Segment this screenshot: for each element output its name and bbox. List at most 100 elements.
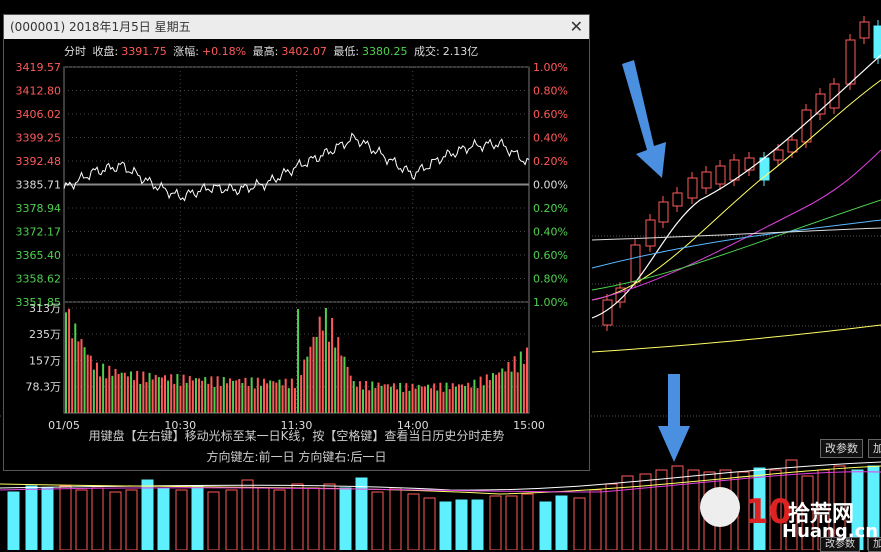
kline-candle xyxy=(773,149,784,161)
volume-bar xyxy=(801,475,814,550)
percent-tick-label: 0.60% xyxy=(533,249,568,262)
price-tick-label: 3351.85 xyxy=(16,296,62,309)
volume-bar xyxy=(157,487,170,550)
volume-bar xyxy=(75,489,88,550)
kline-candle xyxy=(687,177,698,199)
edit-params-button-bottom[interactable]: 改参数 xyxy=(820,537,860,552)
kline-candle xyxy=(829,83,840,109)
volume-tick-label: 78.3万 xyxy=(26,381,62,394)
volume-bar xyxy=(455,499,468,550)
percent-tick-label: 0.80% xyxy=(533,85,568,98)
kline-candle xyxy=(859,21,870,39)
volume-bar xyxy=(439,501,452,550)
watermark-domain: Huang.cn xyxy=(782,521,879,542)
percent-tick-label: 0.80% xyxy=(533,273,568,286)
volume-bar xyxy=(407,493,420,550)
high-value: 3402.07 xyxy=(281,45,327,58)
price-tick-label: 3378.94 xyxy=(16,202,62,215)
percent-tick-label: 0.40% xyxy=(533,132,568,145)
percent-tick-label: 1.00% xyxy=(533,61,568,74)
time-tick-label: 11:30 xyxy=(281,419,313,432)
percent-tick-label: 1.00% xyxy=(533,296,568,309)
volume-bar xyxy=(175,489,188,550)
volume-bar xyxy=(505,495,518,550)
volume-tick-label: 235万 xyxy=(29,328,61,341)
volume-bar xyxy=(355,477,368,550)
volume-bar xyxy=(753,467,766,550)
volume-ma-yellow xyxy=(0,465,881,495)
edit-params-button[interactable]: 改参数 xyxy=(820,439,863,458)
arrow-icon xyxy=(622,60,666,178)
price-line xyxy=(63,132,530,202)
kline-candle xyxy=(645,219,656,247)
price-tick-label: 3412.80 xyxy=(16,85,62,98)
time-tick-label: 15:00 xyxy=(513,419,545,432)
price-tick-label: 3385.71 xyxy=(16,179,62,192)
volume-bar xyxy=(687,469,700,550)
volume-label: 成交: xyxy=(414,45,440,58)
percent-tick-label: 0.60% xyxy=(533,108,568,121)
arrow-icon xyxy=(658,374,690,462)
volume-bar xyxy=(423,497,436,550)
kline-candle xyxy=(845,39,856,85)
watermark-number: 10 xyxy=(745,492,793,532)
volume-bar xyxy=(339,487,352,550)
volume-tick-label: 157万 xyxy=(29,354,61,367)
volume-bar xyxy=(141,479,154,550)
volume-bar xyxy=(25,485,38,550)
volume-bar xyxy=(307,487,320,550)
volume-bar xyxy=(539,501,552,550)
ma-line-yellow-long xyxy=(591,324,881,353)
kline-candle xyxy=(715,165,726,185)
price-tick-label: 3358.62 xyxy=(16,273,62,286)
volume-bar xyxy=(471,499,484,550)
kline-candle xyxy=(873,25,881,59)
add-button[interactable]: 加 xyxy=(868,439,881,458)
volume-bar xyxy=(59,485,72,550)
volume-bar xyxy=(671,465,684,550)
navigation-hint: 方向键左:前一日 方向键右:后一日 xyxy=(206,450,387,464)
volume-bar xyxy=(225,489,238,550)
kline-candle xyxy=(815,93,826,115)
volume-bar xyxy=(769,469,782,550)
intraday-chart[interactable]: 3419.57 1.00% 3412.80 0.80% 3406.02 0.60% 3399… xyxy=(4,15,589,470)
wechat-icon xyxy=(700,487,740,527)
volume-bar xyxy=(621,475,634,550)
price-tick-label: 3399.25 xyxy=(16,132,62,145)
ma-line-white xyxy=(591,54,881,319)
volume-bar xyxy=(785,459,798,550)
popup-title: (000001) 2018年1月5日 星期五 xyxy=(10,20,191,34)
volume-tick-label: 313万 xyxy=(29,302,61,315)
volume-bar xyxy=(833,465,846,550)
volume-ma-magenta xyxy=(0,471,881,493)
ma-line-yellow xyxy=(591,79,881,301)
volume-bar xyxy=(489,495,502,550)
volume-bar xyxy=(555,495,568,550)
volume-bar xyxy=(589,489,602,550)
kline-candle xyxy=(744,157,755,171)
volume-bar xyxy=(241,479,254,550)
change-label: 涨幅: xyxy=(173,45,199,58)
volume-value: 2.13亿 xyxy=(442,45,479,58)
quote-info: 分时 收盘: 3391.75 涨幅: +0.18% 最高: 3402.07 最低: 33… xyxy=(64,43,481,59)
volume-bar xyxy=(521,493,534,550)
time-tick-label: 10:30 xyxy=(164,419,196,432)
ma-line-green xyxy=(591,199,881,291)
volume-bar xyxy=(573,497,586,550)
kline-candle xyxy=(658,201,669,223)
volume-bar xyxy=(655,469,668,550)
volume-bar xyxy=(207,491,220,550)
ma-line-magenta xyxy=(591,149,881,301)
volume-bar xyxy=(389,487,402,550)
volume-bar xyxy=(91,487,104,550)
price-tick-label: 3372.17 xyxy=(16,226,62,239)
time-tick-label: 01/05 xyxy=(48,419,80,432)
volume-bar xyxy=(851,469,864,550)
volume-bar xyxy=(273,489,286,550)
volume-bar xyxy=(291,483,304,550)
change-value: +0.18% xyxy=(201,45,247,58)
close-icon[interactable]: ✕ xyxy=(569,17,583,36)
volume-bar xyxy=(191,485,204,550)
close-label: 收盘: xyxy=(92,45,119,58)
percent-tick-label: 0.20% xyxy=(533,202,568,215)
